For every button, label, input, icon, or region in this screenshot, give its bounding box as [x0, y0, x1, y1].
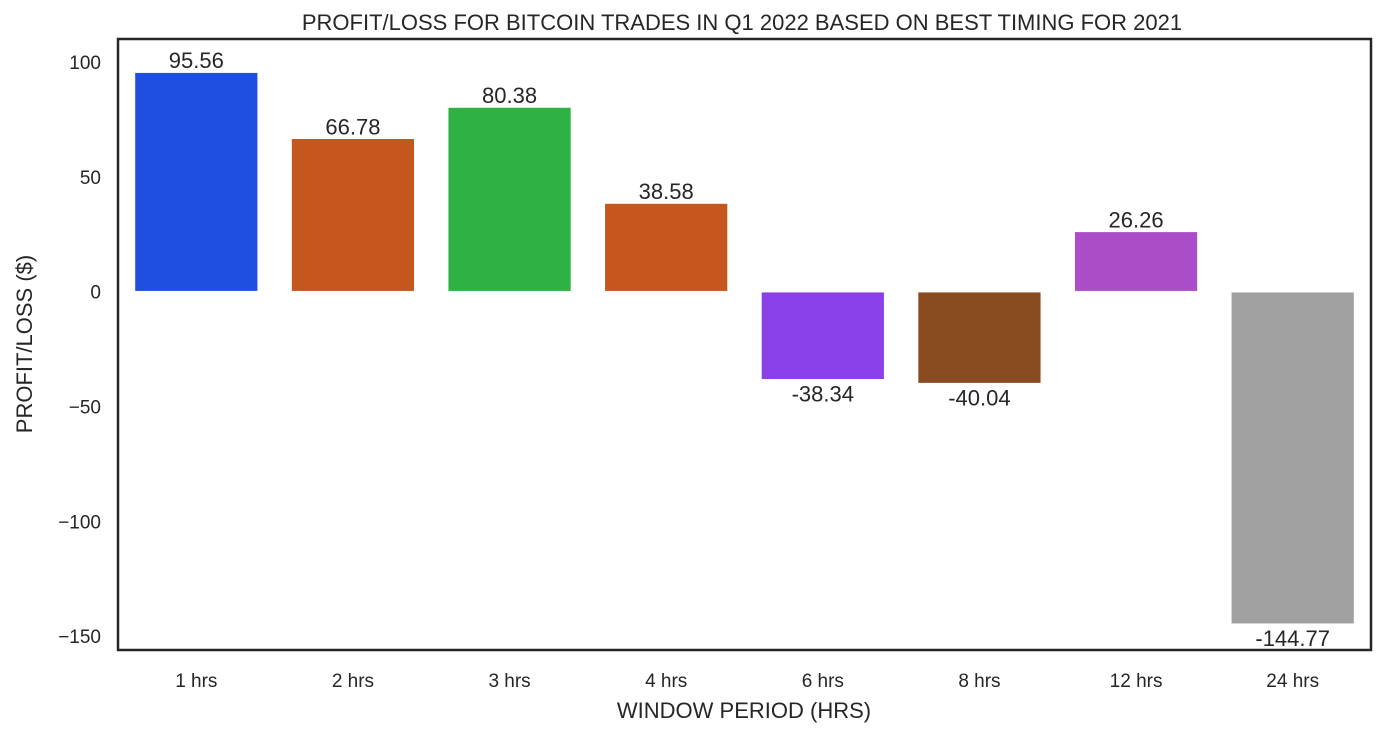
data-label: 80.38 — [482, 83, 537, 108]
bar-4-hrs — [603, 202, 729, 293]
value-labels-layer: 95.56 66.78 80.38 38.58 -38.34 -40.04 26.26 -14… — [169, 48, 1330, 651]
y-axis-label: PROFIT/LOSS ($) — [12, 255, 37, 433]
data-label: -40.04 — [948, 386, 1010, 411]
y-tick-label: 50 — [80, 168, 101, 189]
x-tick-label: 2 hrs — [332, 671, 374, 692]
y-tick-label: −50 — [69, 398, 101, 419]
x-tick-label: 24 hrs — [1266, 671, 1319, 692]
bar-3-hrs — [446, 106, 573, 293]
y-tick-label: −150 — [58, 627, 101, 648]
bar-6-hrs — [760, 290, 886, 381]
x-tick-label: 12 hrs — [1110, 671, 1163, 692]
x-tick-label: 6 hrs — [802, 671, 844, 692]
x-axis-label: WINDOW PERIOD (HRS) — [617, 698, 871, 723]
data-label: 26.26 — [1109, 207, 1164, 232]
bars-layer — [133, 71, 1356, 625]
data-label: -144.77 — [1255, 626, 1330, 651]
y-tick-label: 0 — [90, 283, 101, 304]
bar-12-hrs — [1073, 230, 1199, 293]
data-label: 38.58 — [639, 179, 694, 204]
x-tick-label: 8 hrs — [958, 671, 1000, 692]
bar-1-hrs — [133, 71, 259, 293]
y-tick-label: −100 — [58, 512, 101, 533]
bar-24-hrs — [1230, 290, 1356, 625]
data-label: 66.78 — [325, 114, 380, 139]
ticks-layer: 1 hrs 2 hrs 3 hrs 4 hrs 6 hrs 8 hrs 12 hrs 24 h… — [58, 53, 1319, 692]
bar-8-hrs — [916, 290, 1043, 385]
x-tick-label: 1 hrs — [175, 671, 217, 692]
data-label: 95.56 — [169, 48, 224, 73]
chart-title: PROFIT/LOSS FOR BITCOIN TRADES IN Q1 202… — [302, 10, 1182, 35]
y-tick-label: 100 — [69, 53, 101, 74]
x-tick-label: 3 hrs — [488, 671, 530, 692]
data-label: -38.34 — [792, 382, 854, 407]
x-tick-label: 4 hrs — [645, 671, 687, 692]
plot-frame — [116, 37, 1373, 652]
bar-2-hrs — [290, 137, 416, 293]
